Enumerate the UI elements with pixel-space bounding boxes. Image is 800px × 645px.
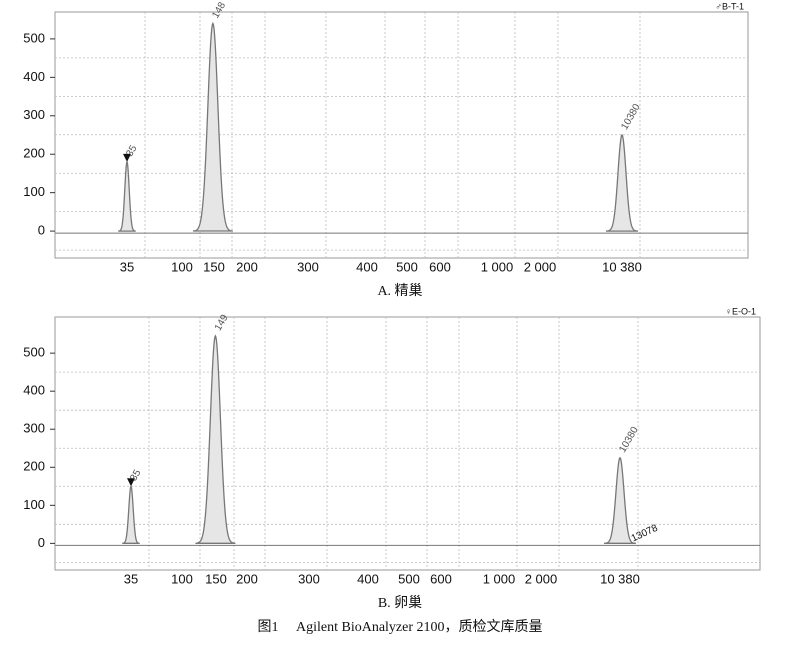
peak-label: 10380 [619,102,643,132]
y-tick-label: 300 [23,421,45,436]
x-tick-label: 100 [171,259,193,274]
y-tick-label: 100 [23,184,45,199]
y-tick-label: 0 [38,223,45,238]
peak-label: 10380 [617,425,641,455]
x-tick-label: 600 [429,259,451,274]
x-tick-label: 2 000 [524,259,557,274]
marker [123,153,131,162]
x-tick-label: 100 [171,571,193,586]
x-tick-label: 1 000 [483,571,516,586]
x-tick-label: 400 [357,571,379,586]
x-tick-label: 35 [120,259,134,274]
peak-label: 149 [213,313,231,333]
x-tick-label: 400 [356,259,378,274]
x-tick-label: 10 380 [600,571,640,586]
figure-caption: 图1 Agilent BioAnalyzer 2100，质检文库质量 [257,619,542,635]
x-tick-label: 200 [236,259,258,274]
peak [195,334,236,544]
annotation: 13078 [630,523,660,545]
x-tick-label: 150 [203,259,225,274]
x-tick-label: 500 [398,571,420,586]
y-tick-label: 300 [23,107,45,122]
panel-caption: B. 卵巢 [378,595,422,611]
panel-caption: A. 精巢 [377,283,422,299]
peak [605,133,639,232]
x-tick-label: 600 [430,571,452,586]
peak-label: 148 [210,0,228,20]
x-tick-label: 200 [236,571,258,586]
y-tick-label: 100 [23,497,45,512]
sample-label: ♂B-T-1 [715,1,744,11]
peak [122,485,140,544]
marker [127,478,135,487]
y-tick-label: 400 [23,69,45,84]
y-tick-label: 200 [23,146,45,161]
x-tick-label: 10 380 [602,259,642,274]
y-tick-label: 200 [23,459,45,474]
x-tick-label: 300 [297,259,319,274]
peak [604,456,636,544]
y-tick-label: 400 [23,383,45,398]
x-tick-label: 500 [396,259,418,274]
y-tick-label: 500 [23,345,45,360]
plot-frame [54,316,761,571]
sample-label: ♀E-O-1 [725,306,756,316]
x-tick-label: 300 [298,571,320,586]
x-tick-label: 150 [205,571,227,586]
peak [192,21,233,232]
x-tick-label: 2 000 [525,571,558,586]
x-tick-label: 35 [124,571,138,586]
x-tick-label: 1 000 [481,259,514,274]
y-tick-label: 500 [23,30,45,45]
y-tick-label: 0 [38,535,45,550]
peak [118,161,136,232]
